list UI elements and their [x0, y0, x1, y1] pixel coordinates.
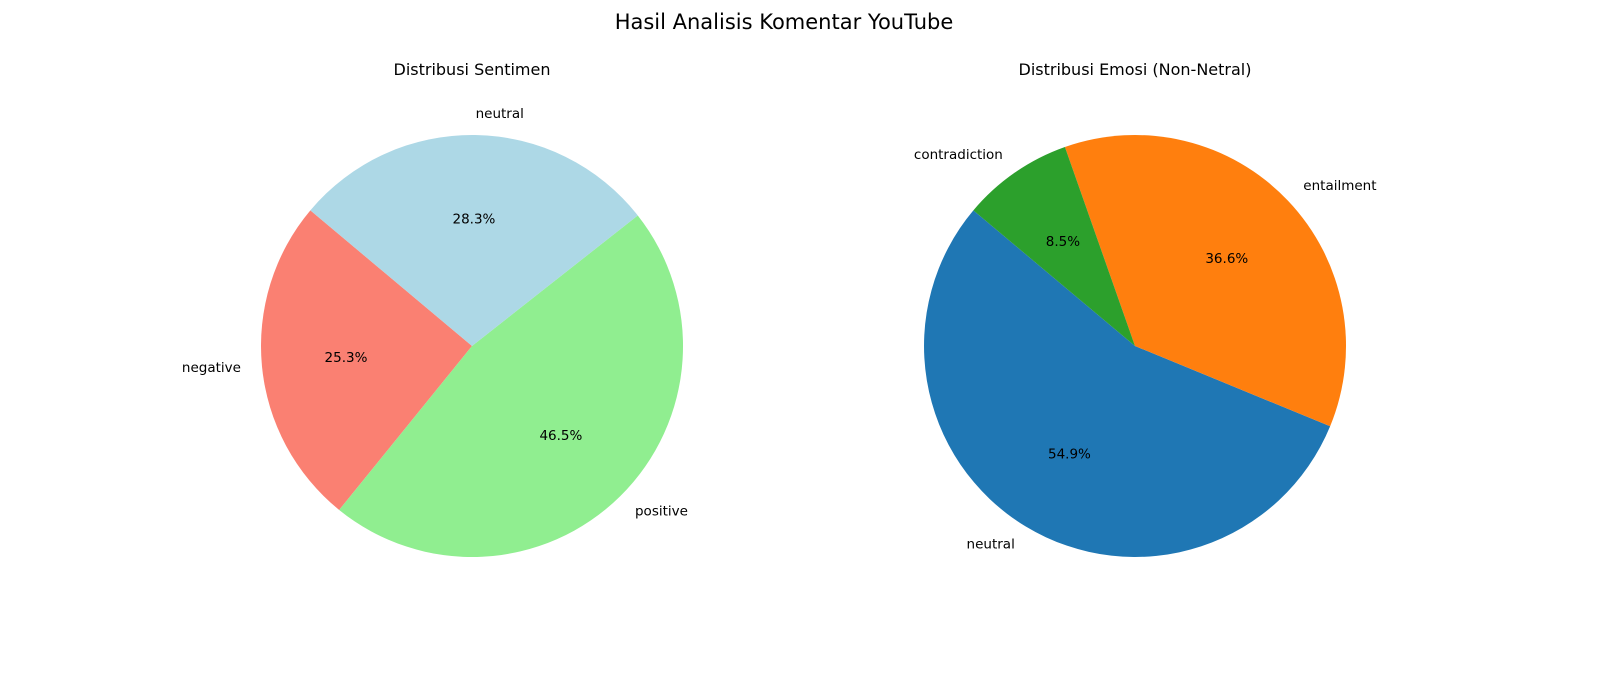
emotion-pct-entailment: 36.6%: [1205, 251, 1248, 267]
sentiment-pct-neutral: 28.3%: [453, 211, 496, 227]
emotion-slice-neutral: [924, 210, 1331, 557]
emotion-pie-labels: neutral 54.9% entailment 36.6% contradiction…: [914, 147, 1377, 552]
emotion-label-entailment: entailment: [1303, 178, 1376, 194]
emotion-pct-contradiction: 8.5%: [1046, 234, 1080, 250]
emotion-pie: Distribusi Emosi (Non-Netral) neutral 54.…: [914, 60, 1377, 557]
sentiment-pie: Distribusi Sentimen negative 25.3% positiv…: [182, 60, 688, 558]
emotion-label-neutral: neutral: [967, 537, 1015, 553]
sentiment-slice-positive: [339, 215, 684, 558]
sentiment-pie-title: Distribusi Sentimen: [394, 60, 551, 79]
sentiment-pct-negative: 25.3%: [325, 350, 368, 366]
figure-title: Hasil Analisis Komentar YouTube: [615, 10, 954, 34]
emotion-pie-title: Distribusi Emosi (Non-Netral): [1019, 60, 1252, 79]
sentiment-pct-positive: 46.5%: [539, 428, 582, 444]
emotion-label-contradiction: contradiction: [914, 147, 1003, 163]
emotion-slice-contradiction: [973, 146, 1135, 346]
sentiment-label-positive: positive: [635, 503, 688, 519]
sentiment-pie-labels: negative 25.3% positive 46.5% neutral 28.3%: [182, 106, 688, 519]
sentiment-slice-negative: [260, 210, 472, 510]
sentiment-pie-slices: [260, 134, 684, 558]
emotion-pie-slices: [924, 134, 1347, 557]
sentiment-slice-neutral: [310, 134, 638, 346]
emotion-slice-entailment: [1064, 134, 1347, 427]
sentiment-label-neutral: neutral: [476, 106, 524, 122]
sentiment-label-negative: negative: [182, 360, 241, 376]
emotion-pct-neutral: 54.9%: [1048, 446, 1091, 462]
